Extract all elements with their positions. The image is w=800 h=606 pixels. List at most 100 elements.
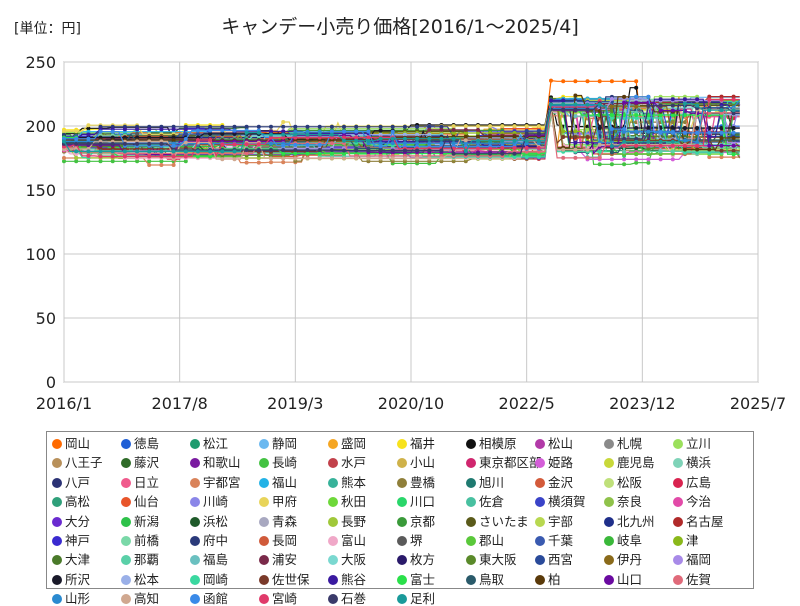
- series-point: [488, 152, 492, 156]
- series-point: [99, 149, 103, 153]
- series-point: [646, 140, 650, 144]
- series-point: [208, 138, 212, 142]
- series-point: [220, 142, 224, 146]
- series-point: [573, 141, 577, 145]
- series-point: [111, 149, 115, 153]
- series-point: [586, 79, 590, 83]
- series-point: [500, 146, 504, 150]
- series-point: [330, 152, 334, 156]
- series-point: [500, 124, 504, 128]
- series-point: [427, 137, 431, 141]
- series-point: [476, 124, 480, 128]
- series-point: [634, 86, 638, 90]
- series-point: [99, 155, 103, 159]
- series-point: [586, 135, 590, 139]
- series-point: [135, 155, 139, 159]
- series-point: [269, 133, 273, 137]
- series-point: [366, 130, 370, 134]
- series-point: [123, 142, 127, 146]
- series-point: [671, 104, 675, 108]
- series-point: [488, 124, 492, 128]
- series-point: [354, 156, 358, 160]
- series-point: [159, 127, 163, 131]
- series-point: [306, 152, 310, 156]
- series-point: [342, 156, 346, 160]
- series-point: [549, 79, 553, 83]
- series-point: [293, 156, 297, 160]
- series-point: [573, 103, 577, 107]
- series-point: [439, 137, 443, 141]
- series-point: [293, 152, 297, 156]
- series-point: [123, 155, 127, 159]
- series-point: [330, 133, 334, 137]
- series-point: [439, 156, 443, 160]
- series-point: [549, 99, 553, 103]
- series-point: [695, 131, 699, 135]
- series-point: [683, 144, 687, 148]
- series-point: [233, 142, 237, 146]
- series-point: [525, 132, 529, 136]
- series-point: [561, 148, 565, 152]
- series-point: [659, 149, 663, 153]
- series-point: [586, 103, 590, 107]
- series-point: [695, 97, 699, 101]
- series-point: [525, 146, 529, 150]
- series-point: [622, 95, 626, 99]
- series-point: [622, 127, 626, 131]
- series-point: [720, 149, 724, 153]
- series-point: [342, 149, 346, 153]
- series-point: [464, 135, 468, 139]
- series-point: [74, 137, 78, 141]
- series-point: [646, 104, 650, 108]
- series-point: [306, 143, 310, 147]
- series-point: [610, 157, 614, 161]
- series-point: [573, 156, 577, 160]
- series-point: [74, 156, 78, 160]
- series-point: [86, 123, 90, 127]
- series-point: [233, 125, 237, 129]
- series-point: [452, 137, 456, 141]
- series-point: [622, 144, 626, 148]
- series-point: [86, 137, 90, 141]
- series-point: [135, 149, 139, 153]
- series-point: [62, 156, 66, 160]
- series-point: [391, 137, 395, 141]
- series-point: [147, 149, 151, 153]
- series-point: [86, 133, 90, 137]
- series-point: [196, 149, 200, 153]
- series-point: [135, 132, 139, 136]
- series-point: [245, 161, 249, 165]
- series-point: [671, 140, 675, 144]
- series-point: [646, 130, 650, 134]
- series-point: [196, 129, 200, 133]
- series-point: [634, 79, 638, 83]
- series-point: [622, 101, 626, 105]
- series-point: [732, 98, 736, 102]
- series-point: [318, 148, 322, 152]
- series-point: [537, 124, 541, 128]
- series-point: [62, 139, 66, 143]
- series-point: [403, 125, 407, 129]
- series-point: [208, 129, 212, 133]
- series-point: [391, 125, 395, 129]
- series-point: [147, 127, 151, 131]
- series-point: [561, 108, 565, 112]
- series-point: [622, 79, 626, 83]
- series-point: [707, 131, 711, 135]
- series-point: [257, 125, 261, 129]
- series-point: [159, 142, 163, 146]
- series-point: [671, 131, 675, 135]
- series-point: [561, 103, 565, 107]
- series-point: [306, 133, 310, 137]
- series-point: [573, 108, 577, 112]
- series-point: [610, 97, 614, 101]
- series-point: [99, 130, 103, 134]
- series-point: [464, 124, 468, 128]
- series-point: [720, 144, 724, 148]
- series-point: [281, 160, 285, 164]
- series-point: [62, 129, 66, 133]
- series-point: [573, 135, 577, 139]
- series-point: [573, 129, 577, 133]
- series-point: [281, 152, 285, 156]
- series-point: [342, 139, 346, 143]
